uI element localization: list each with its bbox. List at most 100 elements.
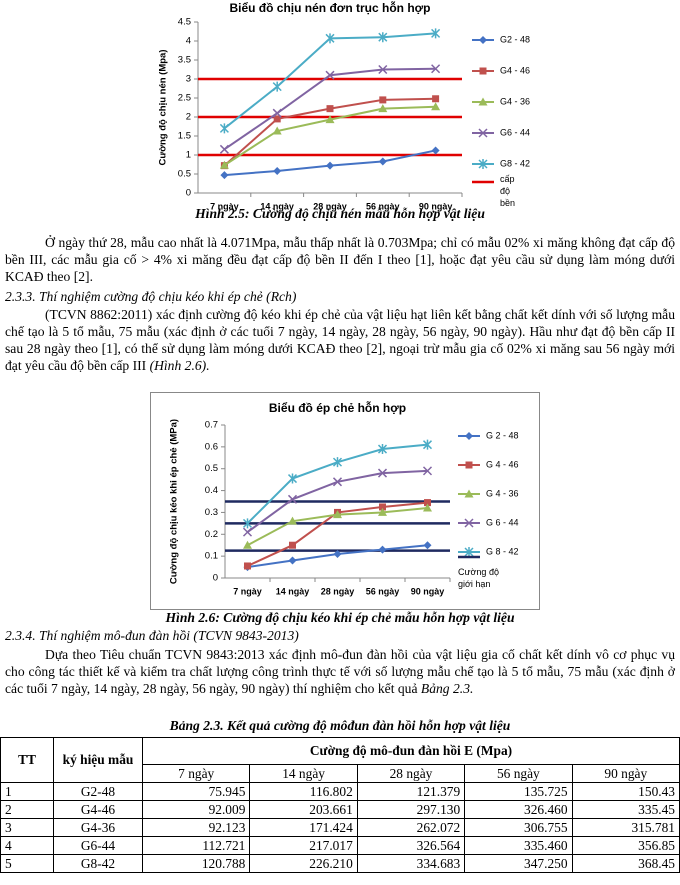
table-cell: 121.379 xyxy=(356,782,466,801)
point xyxy=(378,32,388,43)
y-tick-label: 0.2 xyxy=(205,529,218,540)
point xyxy=(431,64,441,74)
table-cell: 116.802 xyxy=(249,782,358,801)
legend-label: G 4 - 36 xyxy=(486,488,519,498)
legend-label: G4 - 46 xyxy=(500,65,530,75)
table-cell: 203.661 xyxy=(249,800,358,819)
point xyxy=(478,97,488,106)
point xyxy=(378,507,387,516)
y-tick-label: 2 xyxy=(186,112,191,123)
y-tick-label: 0.1 xyxy=(205,551,218,562)
point xyxy=(478,159,488,169)
point xyxy=(422,466,433,476)
y-tick-label: 4 xyxy=(186,36,191,47)
point xyxy=(325,115,335,124)
point xyxy=(378,545,387,554)
point xyxy=(325,33,335,44)
table-cell: 347.250 xyxy=(464,854,573,873)
legend-line: bền xyxy=(500,198,515,208)
point xyxy=(479,67,487,75)
point xyxy=(464,547,474,557)
point xyxy=(287,494,298,504)
y-tick-label: 0.7 xyxy=(205,420,218,431)
x-tick-label: 56 ngày xyxy=(366,201,400,211)
header-cell: ký hiệu mẫu xyxy=(53,737,143,783)
figure-ref: (Hình 2.6). xyxy=(149,358,210,373)
table-cell: G6-44 xyxy=(53,836,143,855)
y-tick-label: 0.5 xyxy=(205,463,218,474)
point xyxy=(378,64,388,75)
point xyxy=(273,115,281,123)
paragraph: Dựa theo Tiêu chuẩn TCVN 9843:2013 xác đ… xyxy=(5,646,675,697)
chart-frame xyxy=(150,392,540,610)
point xyxy=(332,457,343,468)
x-tick-label: 7 ngày xyxy=(233,586,262,596)
table-row: 5 G8-42 120.788 226.210 334.683 347.250 368.45 xyxy=(0,854,680,873)
table-cell: 75.945 xyxy=(141,782,251,801)
point xyxy=(288,556,297,565)
table-cell: G4-46 xyxy=(53,800,143,819)
point xyxy=(287,473,298,484)
chart: Biểu đồ chịu nén đơn trục hỗn hợp Cường đ… xyxy=(158,0,531,211)
header-cell: TT xyxy=(0,737,54,783)
table-cell: 150.43 xyxy=(571,782,680,801)
point xyxy=(244,562,251,570)
table-cell: 335.460 xyxy=(464,836,573,855)
table-row: 2 G4-46 92.009 203.661 297.130 326.460 335.45 xyxy=(0,800,680,819)
x-tick-label: 14 ngày xyxy=(276,586,310,596)
x-tick-label: 90 ngày xyxy=(419,201,453,211)
table-cell: 1 xyxy=(0,782,54,801)
y-tick-label: 4.5 xyxy=(178,17,191,28)
table-cell: G4-36 xyxy=(53,818,143,837)
legend-label: G2 - 48 xyxy=(500,34,530,44)
legend-label: G 8 - 42 xyxy=(486,546,519,556)
table-cell: 2 xyxy=(0,800,54,819)
paragraph: (TCVN 8862:2011) xác định cường độ kéo k… xyxy=(5,306,675,374)
table-cell: 171.424 xyxy=(249,818,358,837)
header-cell: Cường độ mô-đun đàn hồi E (Mpa) xyxy=(142,737,680,765)
table-cell: 3 xyxy=(0,818,54,837)
y-tick-label: 0.5 xyxy=(178,169,191,180)
point xyxy=(333,510,342,519)
legend-line: giới hạn xyxy=(458,579,490,589)
y-tick-label: 0 xyxy=(213,573,218,584)
x-tick-label: 7 ngày xyxy=(210,201,239,211)
point xyxy=(219,160,229,169)
point xyxy=(423,541,432,550)
point xyxy=(431,28,441,39)
legend-line: Cường độ xyxy=(458,567,501,577)
point xyxy=(242,518,253,529)
table-cell: 315.781 xyxy=(571,818,680,837)
point xyxy=(326,161,334,170)
table-caption: Bảng 2.3. Kết quả cường độ môđun đàn hồi… xyxy=(169,718,511,733)
point xyxy=(464,518,474,528)
series-line xyxy=(223,32,436,130)
legend-label: G4 - 36 xyxy=(500,96,530,106)
point xyxy=(432,95,440,103)
point xyxy=(431,146,440,155)
text: (TCVN 8862:2011) xác định cường độ kéo k… xyxy=(5,307,675,373)
point xyxy=(325,70,335,80)
x-tick-label: 28 ngày xyxy=(313,201,347,211)
table-cell: 356.85 xyxy=(571,836,680,855)
y-tick-label: 0.3 xyxy=(205,507,218,518)
point xyxy=(220,171,229,180)
point xyxy=(465,461,473,469)
x-tick-label: 56 ngày xyxy=(366,586,400,596)
x-tick-label: 90 ngày xyxy=(411,586,445,596)
y-tick-label: 1 xyxy=(186,150,191,161)
point xyxy=(478,128,488,138)
point xyxy=(377,444,388,455)
table-cell: 120.788 xyxy=(141,854,251,873)
point xyxy=(272,81,282,92)
paragraph: Ở ngày thứ 28, mẫu cao nhất là 4.071Mpa,… xyxy=(5,235,675,284)
header-cell: 56 ngày xyxy=(464,764,573,783)
table-cell: 92.123 xyxy=(141,818,251,837)
point xyxy=(424,499,431,507)
section-heading: 2.3.4. Thí nghiệm mô-đun đàn hồi (TCVN 9… xyxy=(5,628,299,643)
point xyxy=(332,477,343,487)
y-tick-label: 0.4 xyxy=(205,485,218,496)
legend-label: G6 - 44 xyxy=(500,127,530,137)
point xyxy=(464,489,474,498)
